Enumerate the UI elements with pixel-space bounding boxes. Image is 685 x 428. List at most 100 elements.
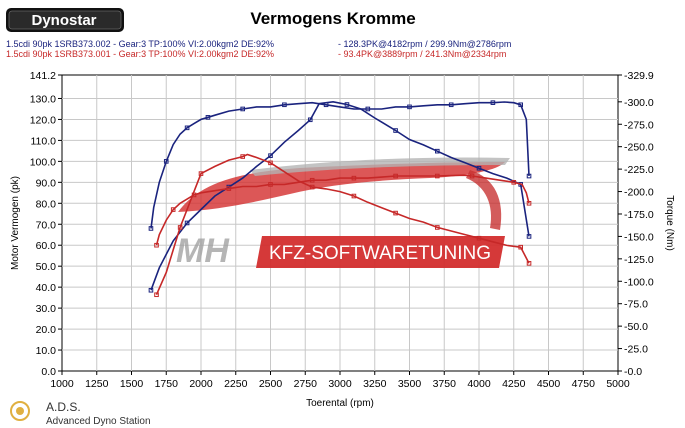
- series-point: [170, 207, 176, 212]
- series-point: [282, 102, 287, 108]
- series-point: [448, 102, 454, 108]
- series-point: [268, 182, 273, 187]
- series-point: [393, 210, 398, 216]
- y-right-tick-label: -225.0: [624, 164, 654, 176]
- series-point: [351, 175, 357, 181]
- series-point: [435, 225, 440, 230]
- x-tick-label: 2750: [294, 378, 318, 390]
- series-point: [393, 173, 398, 179]
- series-point: [344, 102, 350, 107]
- series-point: [511, 180, 517, 185]
- x-axis-title: Toerental (rpm): [306, 398, 374, 409]
- y-right-tick-label: -150.0: [624, 231, 654, 243]
- y-right-tick-label: -100.0: [624, 276, 654, 288]
- legend-entry-2: 1.5cdi 90pk 1SRB373.001 - Gear:3 TP:100%…: [6, 49, 274, 59]
- y-left-tick-label: 40.0: [36, 282, 57, 294]
- series-point: [226, 186, 232, 191]
- x-tick-label: 1500: [120, 378, 144, 390]
- y-right-axis-title: Torque (Nm): [664, 195, 675, 251]
- y-left-tick-label: 130.0: [30, 93, 56, 105]
- series-point: [163, 159, 169, 164]
- y-right-tick-label: -275.0: [624, 119, 654, 131]
- series-layer: [148, 100, 532, 298]
- series-point: [365, 106, 371, 112]
- x-tick-label: 1750: [155, 378, 179, 390]
- series-point: [148, 226, 154, 231]
- series-point: [148, 287, 154, 293]
- series-point: [154, 242, 159, 248]
- x-tick-label: 1250: [85, 378, 109, 390]
- y-left-tick-label: 50.0: [36, 261, 57, 273]
- y-left-tick-label: 10.0: [36, 345, 57, 357]
- y-right-tick-label: -300.0: [624, 97, 654, 109]
- series-point: [268, 160, 273, 166]
- legend-entry-1: 1.5cdi 90pk 1SRB373.002 - Gear:3 TP:100%…: [6, 39, 274, 49]
- y-left-tick-label: 80.0: [36, 198, 57, 210]
- y-left-tick-label: 100.0: [30, 156, 56, 168]
- y-right-tick-label: -50.0: [624, 321, 648, 333]
- grid: [62, 75, 618, 371]
- footer-subtitle: Advanced Dyno Station: [46, 416, 151, 427]
- series-point: [309, 184, 315, 190]
- y-right-tick-label: -250.0: [624, 142, 654, 154]
- y-left-tick-label: 141.2: [30, 70, 56, 82]
- y-left-tick-label: 0.0: [41, 366, 56, 378]
- series-point: [351, 193, 357, 199]
- series-point: [490, 100, 496, 105]
- dynostar-logo: Dynostar: [6, 8, 124, 32]
- chart-title: Vermogens Kromme: [250, 9, 415, 28]
- logo-text: Dynostar: [31, 12, 96, 29]
- series-point: [526, 173, 532, 179]
- x-tick-label: 4750: [572, 378, 596, 390]
- series-point: [407, 104, 412, 110]
- series-point: [435, 148, 440, 154]
- y-right-tick-label: -175.0: [624, 209, 654, 221]
- y-left-tick-label: 30.0: [36, 303, 57, 315]
- series-point: [393, 128, 398, 133]
- series-line-4: [155, 153, 530, 296]
- x-tick-label: 4500: [537, 378, 561, 390]
- x-tick-label: 2000: [189, 378, 213, 390]
- x-tick-label: 5000: [606, 378, 630, 390]
- y-left-tick-label: 90.0: [36, 177, 57, 189]
- series-point: [205, 115, 211, 120]
- x-tick-label: 1000: [50, 378, 74, 390]
- series-line-3: [155, 174, 530, 246]
- series-point: [268, 153, 273, 158]
- series-point: [184, 125, 190, 131]
- y-left-tick-label: 60.0: [36, 240, 57, 252]
- y-right-tick-label: -0.0: [624, 366, 642, 378]
- series-point: [240, 106, 245, 112]
- series-point: [435, 173, 440, 179]
- x-tick-label: 3750: [433, 378, 457, 390]
- watermark-brand: MH: [176, 232, 230, 270]
- tick-layer: 1000 1250 1500 1750 2000 2250 2500 2750 3000 3250…: [30, 70, 654, 390]
- series-point: [198, 171, 204, 176]
- x-tick-label: 4250: [502, 378, 526, 390]
- series-point: [469, 173, 475, 179]
- x-tick-label: 3500: [398, 378, 422, 390]
- x-tick-label: 2500: [259, 378, 283, 390]
- x-tick-label: 4000: [467, 378, 491, 390]
- y-right-tick-label: -200.0: [624, 187, 654, 199]
- series-point: [240, 154, 245, 159]
- y-right-tick-label: -25.0: [624, 344, 648, 356]
- y-right-tick-label: -329.9: [624, 70, 654, 82]
- series-point: [184, 220, 190, 226]
- legend-summary-2: - 93.4PK@3889rpm / 241.3Nm@2334rpm: [338, 49, 506, 59]
- y-left-axis-title: Motor Vermogen (pk): [10, 176, 21, 270]
- series-point: [518, 102, 524, 108]
- series-point: [526, 261, 532, 266]
- x-tick-label: 2250: [224, 378, 248, 390]
- series-point: [526, 200, 532, 206]
- y-right-tick-label: -125.0: [624, 254, 654, 266]
- series-point: [177, 225, 183, 230]
- footer-name: A.D.S.: [46, 400, 81, 414]
- watermark: MH KFZ-SOFTWARETUNING: [176, 157, 510, 270]
- series-point: [518, 244, 524, 250]
- x-tick-label: 3000: [328, 378, 352, 390]
- series-point: [307, 117, 313, 123]
- y-left-tick-label: 20.0: [36, 324, 57, 336]
- ads-logo: [10, 401, 30, 421]
